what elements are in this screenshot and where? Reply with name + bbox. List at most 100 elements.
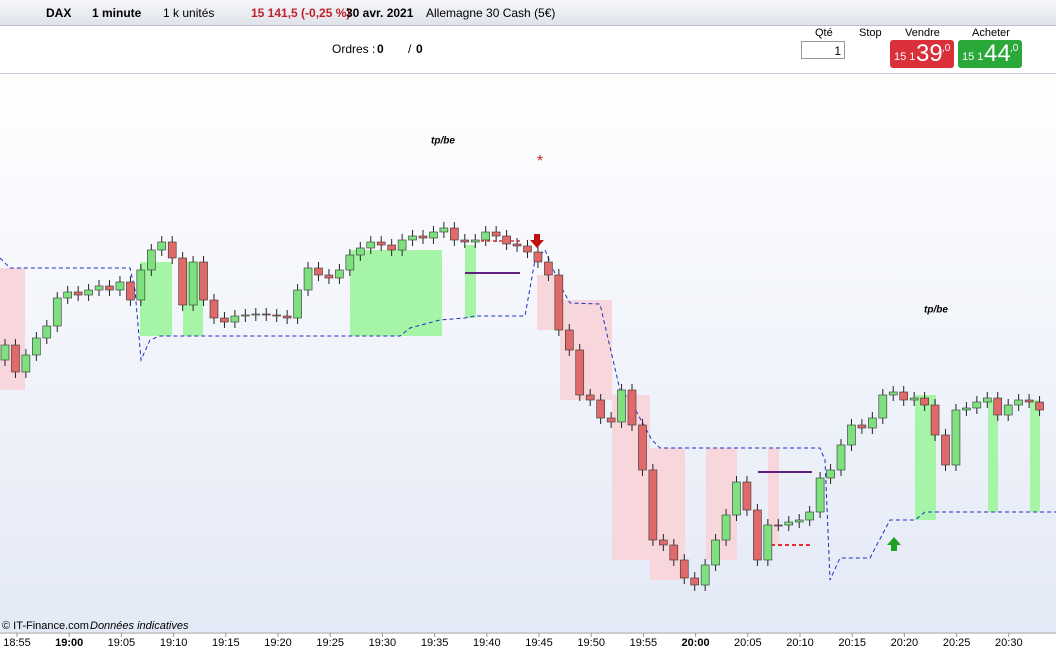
candle [335,269,344,279]
time-label: 20:05 [734,637,762,648]
candle [575,349,585,396]
candle [669,544,679,561]
candle [679,559,689,579]
candle [303,267,313,291]
candle [439,227,449,233]
candle [84,289,93,296]
orders-sep: / [408,42,412,56]
time-label: 20:20 [891,637,919,648]
candle [836,444,846,471]
candle [73,291,83,296]
candle [753,509,762,561]
time-label: 19:15 [212,637,240,648]
period[interactable]: 1 minute [92,6,142,20]
zone [350,250,442,336]
candle [178,257,187,306]
market: Allemagne 30 Cash (5€) [426,6,556,20]
candle [732,481,741,516]
time-label: 20:25 [943,637,971,648]
candle [293,289,302,319]
candle [11,344,20,373]
candle [52,297,62,327]
chart-bg [0,74,1056,632]
qty-input[interactable]: 1 [801,41,845,59]
stop-label: Stop [859,27,882,39]
candle [0,344,10,361]
candle [888,391,898,396]
candle [63,291,73,299]
candle [878,394,888,419]
candle [42,325,52,339]
annotation: * [537,153,543,170]
time-label: 19:40 [473,637,501,648]
candle [460,239,470,243]
order-bar: Ordres : 0 / 0 Qté 1 Stop Vendre 15 1 39… [0,26,1056,74]
zone [768,448,779,545]
candle [659,539,668,546]
zone [140,262,172,336]
candle [209,299,219,319]
time-label: 20:10 [786,637,814,648]
candle [962,407,971,411]
candle [1003,404,1013,416]
candle [512,243,522,247]
candle [366,241,376,249]
candle [585,394,595,401]
candle [868,417,877,429]
buy-label: Acheter [972,27,1010,39]
candle [345,254,355,271]
sell-prefix: 15 1 [894,51,916,63]
candle [502,235,511,245]
candle [847,424,856,446]
plot [0,222,1056,591]
candle [930,404,940,436]
candle [1014,399,1023,406]
time-label: 20:00 [682,637,710,648]
candle [972,401,982,409]
candle [742,481,752,511]
buy-arrow [887,537,901,551]
sell-arrow [530,234,544,248]
candle [982,397,992,403]
candle [815,477,825,513]
candle [533,251,543,263]
time-label: 19:05 [108,637,136,648]
candle [617,389,626,423]
qty-label: Qté [815,27,833,39]
sell-button[interactable]: 15 1 39 ,0 [890,40,954,68]
candle [115,281,125,291]
candle [126,281,135,301]
candle [826,469,835,479]
candle [638,424,647,471]
buy-dec: ,0 [1010,43,1019,54]
time-label: 19:35 [421,637,449,648]
candle [899,391,909,401]
candle [857,424,867,429]
candle [711,539,720,566]
buy-big: 44 [984,40,1011,67]
units[interactable]: 1 k unités [163,6,215,20]
candle [564,329,574,351]
buy-button[interactable]: 15 1 44 ,0 [958,40,1022,68]
candle [784,521,794,526]
candle [251,313,261,316]
time-label: 18:55 [3,637,31,648]
candle [450,227,459,241]
orders-label: Ordres : [332,42,376,56]
candle [805,511,814,521]
candle [1024,399,1034,403]
candle [355,247,365,256]
candle [763,524,773,561]
candle [167,241,177,259]
candle [94,285,104,291]
candle [491,231,501,237]
candle [993,397,1003,416]
time-label: 19:30 [369,637,397,648]
zone [1030,400,1040,512]
annotation: tp/be [431,136,455,147]
orders-count: 0 [416,42,423,56]
instrument[interactable]: DAX [46,6,72,20]
candle [147,249,156,271]
